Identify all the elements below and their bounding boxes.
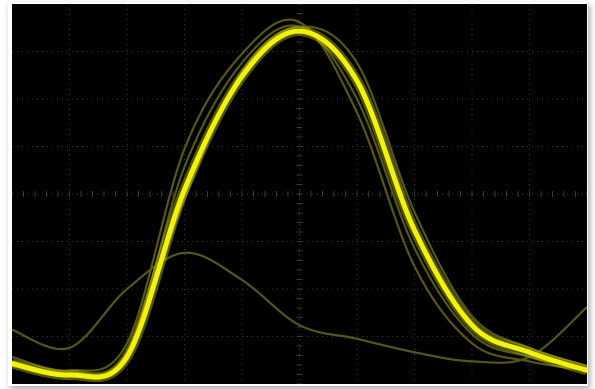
persistence-trace — [12, 18, 587, 372]
main-trace-layer — [12, 26, 587, 383]
graticule — [12, 4, 587, 384]
persistence-traces — [12, 18, 587, 377]
persistence-trace — [12, 251, 587, 364]
main-trace — [12, 28, 587, 380]
waveform-display — [12, 4, 587, 384]
oscilloscope-screen — [12, 4, 587, 384]
